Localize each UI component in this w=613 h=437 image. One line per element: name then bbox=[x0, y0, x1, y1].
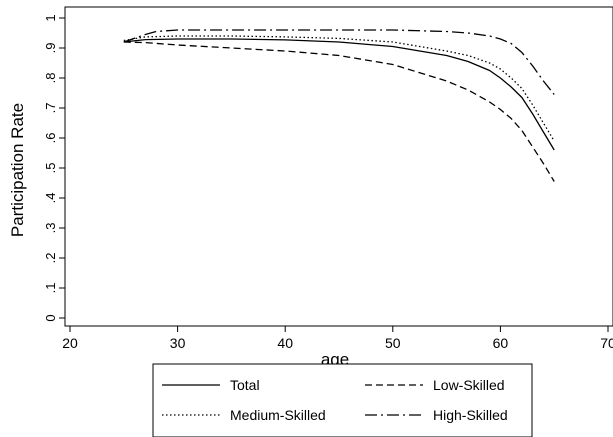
y-tick-label: .6 bbox=[43, 133, 58, 144]
x-tick-label: 50 bbox=[385, 335, 401, 351]
y-tick-label: .9 bbox=[43, 43, 58, 54]
series-line-medium-skilled bbox=[123, 35, 555, 142]
legend-label: Medium-Skilled bbox=[230, 407, 326, 423]
x-axis: 20 30 40 50 60 70 bbox=[62, 326, 613, 351]
y-axis-label: Participation Rate bbox=[8, 103, 27, 237]
legend-label: Total bbox=[230, 377, 260, 393]
legend-items: Total Low-Skilled Medium-Skilled High-Skill… bbox=[162, 377, 508, 423]
y-tick-label: .7 bbox=[43, 103, 58, 114]
x-tick-label: 60 bbox=[493, 335, 509, 351]
y-tick-label: .8 bbox=[43, 73, 58, 84]
plot-frame bbox=[64, 6, 613, 327]
series-line-high-skilled bbox=[123, 29, 555, 95]
legend-label: High-Skilled bbox=[433, 407, 508, 423]
y-tick-label: .1 bbox=[43, 283, 58, 294]
y-tick-label: 1 bbox=[43, 14, 58, 21]
y-tick-label: .4 bbox=[43, 193, 58, 204]
legend-label: Low-Skilled bbox=[433, 377, 505, 393]
y-tick-label: .3 bbox=[43, 223, 58, 234]
series-line-low-skilled bbox=[123, 41, 555, 182]
y-axis: 0 .1 .2 .3 .4 .5 .6 .7 .8 .9 1 bbox=[43, 14, 65, 322]
series-line-total bbox=[123, 38, 555, 151]
x-tick-label: 20 bbox=[62, 335, 78, 351]
x-tick-label: 40 bbox=[277, 335, 293, 351]
plot-area-border bbox=[64, 6, 613, 327]
legend-box bbox=[152, 363, 533, 437]
legend: Total Low-Skilled Medium-Skilled High-Skill… bbox=[152, 363, 533, 437]
y-tick-label: .2 bbox=[43, 253, 58, 264]
x-tick-label: 70 bbox=[600, 335, 613, 351]
series-lines bbox=[123, 29, 555, 182]
y-tick-label: 0 bbox=[43, 314, 58, 321]
x-tick-label: 30 bbox=[170, 335, 186, 351]
y-tick-label: .5 bbox=[43, 163, 58, 174]
